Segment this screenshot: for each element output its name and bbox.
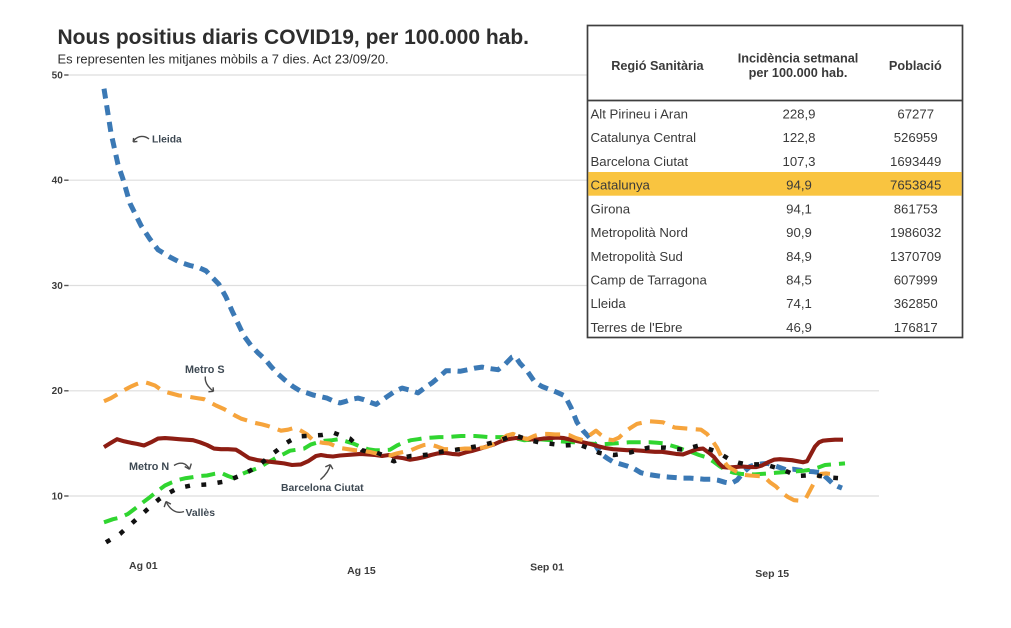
- svg-text:Vallès: Vallès: [186, 508, 216, 519]
- svg-text:Metropolità Nord: Metropolità Nord: [591, 225, 688, 240]
- svg-text:74,1: 74,1: [786, 296, 812, 311]
- svg-text:46,9: 46,9: [786, 320, 812, 335]
- svg-text:Terres de l'Ebre: Terres de l'Ebre: [591, 320, 683, 335]
- svg-text:Barcelona Ciutat: Barcelona Ciutat: [591, 154, 689, 169]
- svg-text:Alt Pirineu i Aran: Alt Pirineu i Aran: [591, 107, 689, 122]
- svg-text:Girona: Girona: [591, 201, 631, 216]
- svg-text:Barcelona Ciutat: Barcelona Ciutat: [281, 483, 364, 494]
- svg-text:Metro N: Metro N: [129, 461, 169, 473]
- svg-text:10: 10: [52, 491, 64, 502]
- svg-text:per 100.000 hab.: per 100.000 hab.: [749, 66, 848, 80]
- svg-text:362850: 362850: [894, 296, 938, 311]
- svg-text:176817: 176817: [894, 320, 938, 335]
- svg-text:Catalunya: Catalunya: [591, 178, 651, 193]
- svg-text:30: 30: [52, 281, 64, 292]
- svg-text:Nous positius diaris COVID19,: Nous positius diaris COVID19, per 100.00…: [58, 26, 530, 49]
- svg-text:Es representen les mitjanes mò: Es representen les mitjanes mòbils a 7 d…: [58, 52, 389, 67]
- svg-text:Sep 01: Sep 01: [530, 562, 564, 574]
- svg-text:84,9: 84,9: [786, 249, 812, 264]
- svg-text:122,8: 122,8: [782, 130, 815, 145]
- svg-text:861753: 861753: [894, 201, 938, 216]
- svg-text:Ag 01: Ag 01: [129, 560, 158, 572]
- svg-text:Ag 15: Ag 15: [347, 565, 376, 577]
- svg-text:526959: 526959: [894, 130, 938, 145]
- svg-text:40: 40: [52, 176, 64, 187]
- svg-text:Incidència setmanal: Incidència setmanal: [738, 51, 859, 65]
- svg-text:Sep 15: Sep 15: [755, 568, 789, 580]
- svg-text:94,1: 94,1: [786, 201, 812, 216]
- svg-text:67277: 67277: [897, 107, 934, 122]
- svg-text:Lleida: Lleida: [591, 296, 627, 311]
- svg-text:228,9: 228,9: [782, 107, 815, 122]
- svg-text:7653845: 7653845: [890, 178, 941, 193]
- svg-text:Població: Població: [889, 59, 942, 73]
- svg-text:Camp de Tarragona: Camp de Tarragona: [591, 272, 708, 287]
- svg-text:Metro S: Metro S: [185, 364, 225, 376]
- svg-text:Catalunya Central: Catalunya Central: [591, 130, 697, 145]
- svg-text:Metropolità Sud: Metropolità Sud: [591, 249, 683, 264]
- svg-text:Lleida: Lleida: [152, 135, 182, 146]
- svg-text:1370709: 1370709: [890, 249, 941, 264]
- svg-text:90,9: 90,9: [786, 225, 812, 240]
- svg-text:20: 20: [52, 386, 64, 397]
- svg-text:1693449: 1693449: [890, 154, 941, 169]
- svg-text:84,5: 84,5: [786, 272, 812, 287]
- svg-text:607999: 607999: [894, 272, 938, 287]
- svg-text:1986032: 1986032: [890, 225, 941, 240]
- svg-text:Regió Sanitària: Regió Sanitària: [611, 59, 704, 73]
- svg-text:107,3: 107,3: [782, 154, 815, 169]
- svg-text:50: 50: [52, 70, 64, 81]
- svg-text:94,9: 94,9: [786, 178, 812, 193]
